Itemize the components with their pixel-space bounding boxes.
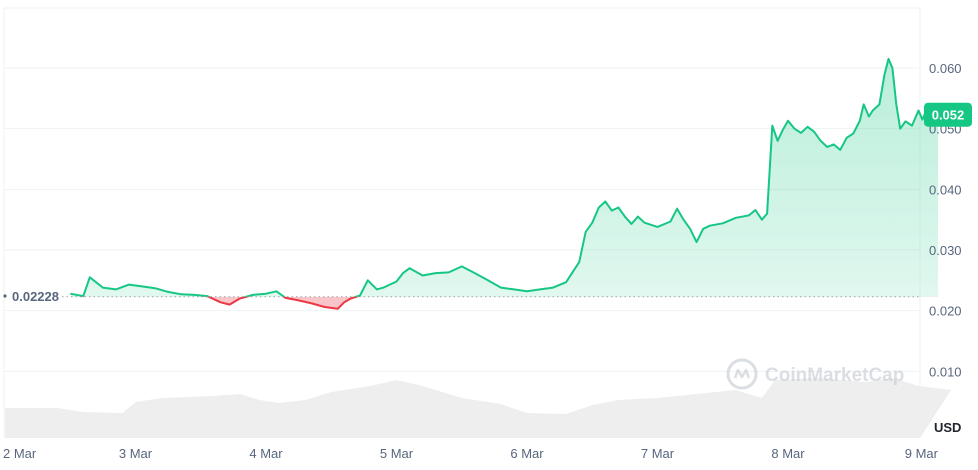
y-tick-label-1: 0.020 xyxy=(929,304,962,319)
x-axis: 2 Mar 3 Mar 4 Mar 5 Mar 6 Mar 7 Mar 8 Mar 9 Mar xyxy=(3,446,939,461)
baseline-value: 0.02228 xyxy=(12,289,59,304)
x-tick-label-2: 4 Mar xyxy=(249,446,283,461)
coinmarketcap-watermark: CoinMarketCap xyxy=(726,358,904,390)
baseline-marker xyxy=(3,294,7,298)
currency-unit-label: USD xyxy=(934,420,961,435)
grid-lines xyxy=(3,7,921,438)
volume-area xyxy=(5,378,952,438)
x-tick-label-3: 5 Mar xyxy=(380,446,414,461)
y-tick-label-3: 0.040 xyxy=(929,182,962,197)
current-price-value: 0.052 xyxy=(932,108,965,123)
x-tick-label-6: 8 Mar xyxy=(771,446,805,461)
price-area-down xyxy=(208,296,357,309)
coinmarketcap-logo-icon xyxy=(726,358,758,390)
volume-silhouette xyxy=(5,378,952,438)
current-price-badge: 0.052 xyxy=(924,102,972,127)
y-tick-label-5: 0.060 xyxy=(929,61,962,76)
x-tick-label-7: 9 Mar xyxy=(905,446,939,461)
price-line-up xyxy=(70,57,939,297)
price-area-up xyxy=(70,58,939,297)
price-area xyxy=(70,58,939,309)
x-tick-label-4: 6 Mar xyxy=(510,446,544,461)
current-price-badge-bg xyxy=(924,102,972,127)
x-tick-label-0: 2 Mar xyxy=(3,446,37,461)
x-tick-label-5: 7 Mar xyxy=(641,446,675,461)
y-tick-label-0: 0.010 xyxy=(929,364,962,379)
watermark-text: CoinMarketCap xyxy=(765,365,904,386)
baseline-label: 0.02228 xyxy=(3,289,59,304)
price-line xyxy=(70,57,939,310)
x-tick-label-1: 3 Mar xyxy=(119,446,153,461)
y-tick-label-2: 0.030 xyxy=(929,243,962,258)
